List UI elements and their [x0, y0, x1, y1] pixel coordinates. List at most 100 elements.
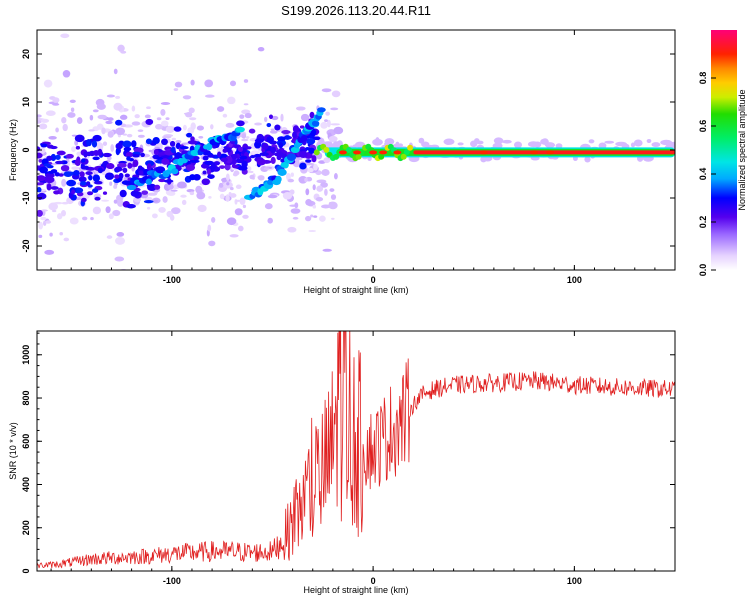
noise-speck — [248, 170, 254, 174]
ridge-branch-2 — [300, 134, 308, 142]
noise-speck — [71, 166, 80, 170]
noise-speck — [313, 163, 318, 171]
noise-speck — [229, 80, 237, 87]
noise-speck — [160, 102, 171, 105]
cloud-blob — [127, 162, 133, 169]
noise-speck — [113, 199, 118, 204]
spectrogram-y-tick-label: 0 — [21, 147, 31, 152]
cloud-blob — [118, 172, 124, 179]
noise-speck — [225, 122, 235, 128]
noise-speck — [210, 124, 214, 130]
colorbar-ticks: 0.0 0.2 0.4 0.6 0.8 — [698, 72, 716, 276]
cloud-blob — [115, 148, 120, 156]
cloud-blob — [158, 178, 166, 183]
noise-speck — [304, 177, 308, 182]
carrier-halo — [588, 139, 595, 144]
cloud-blob — [75, 145, 81, 150]
colorbar-gradient — [711, 30, 737, 270]
noise-speck — [325, 111, 330, 116]
cloud-blob — [80, 165, 90, 170]
noise-speck — [267, 217, 273, 224]
noise-speck — [234, 198, 238, 205]
noise-speck — [40, 118, 50, 123]
snr-y-tick-label: 800 — [21, 391, 31, 406]
noise-speck — [182, 124, 187, 131]
colorbar-tick-label: 0.4 — [698, 168, 708, 181]
noise-speck — [90, 217, 94, 221]
noise-speck — [160, 120, 169, 127]
noise-speck — [131, 105, 136, 112]
noise-speck — [196, 125, 204, 131]
cloud-blob — [219, 165, 226, 169]
snr-y-tick-label: 200 — [21, 520, 31, 535]
noise-speck — [269, 130, 278, 134]
noise-speck — [52, 97, 60, 103]
noise-speck — [322, 248, 332, 252]
spectrogram-x-tick-label: 100 — [567, 275, 582, 285]
cloud-blob — [201, 178, 210, 186]
colorbar-tick-label: 0.8 — [698, 72, 708, 85]
cloud-blob — [44, 176, 55, 184]
noise-speck — [290, 208, 301, 214]
noise-speck — [207, 224, 212, 232]
cloud-blob — [305, 159, 312, 163]
noise-speck — [294, 202, 299, 209]
cloud-blob — [115, 119, 123, 126]
snr-series-line — [37, 331, 675, 569]
noise-speck — [237, 225, 244, 232]
cloud-blob — [43, 163, 51, 167]
noise-speck — [305, 188, 310, 196]
noise-speck — [235, 184, 242, 190]
cloud-blob — [63, 171, 73, 177]
cloud-blob — [207, 174, 215, 179]
cloud-blob — [299, 151, 308, 158]
carrier-halo — [630, 142, 636, 148]
carrier-halo — [527, 141, 539, 148]
cloud-blob — [226, 146, 232, 153]
cloud-blob — [187, 140, 198, 145]
noise-speck — [242, 214, 249, 219]
noise-speck — [321, 169, 330, 176]
cloud-blob — [170, 146, 176, 154]
noise-speck — [106, 235, 113, 239]
carrier-halo — [457, 142, 464, 146]
noise-speck — [88, 129, 95, 132]
ridge-branch-2 — [311, 120, 320, 127]
cloud-blob — [249, 154, 256, 159]
colorbar-tick-label: 0.6 — [698, 120, 708, 133]
noise-speck — [113, 184, 118, 189]
cloud-blob — [237, 146, 244, 152]
ridge-branch-1 — [155, 166, 166, 174]
noise-speck — [110, 144, 115, 152]
cloud-blob — [207, 154, 216, 158]
noise-speck — [307, 167, 314, 173]
noise-speck — [208, 196, 212, 199]
noise-speck — [152, 199, 159, 203]
noise-speck — [113, 68, 118, 75]
cloud-blob — [37, 182, 45, 186]
carrier-halo — [474, 138, 480, 144]
cloud-blob — [85, 171, 93, 176]
carrier-hotspot — [379, 150, 388, 155]
noise-speck — [82, 216, 88, 221]
colorbar-tick-label: 0.2 — [698, 216, 708, 229]
cloud-blob — [79, 171, 85, 178]
cloud-blob — [284, 135, 291, 140]
noise-speck — [190, 122, 196, 131]
noise-speck — [243, 103, 249, 106]
noise-speck — [89, 114, 94, 121]
noise-speck — [173, 88, 179, 91]
noise-speck — [320, 121, 328, 129]
snr-x-tick-label: -100 — [163, 576, 181, 586]
cloud-blob — [122, 167, 128, 173]
noise-speck — [271, 115, 279, 121]
noise-speck — [319, 215, 326, 222]
spectrogram-y-tick-label: 10 — [21, 97, 31, 107]
carrier-halo — [604, 140, 615, 144]
noise-speck — [310, 214, 314, 218]
spectrogram-marks — [37, 33, 675, 270]
cloud-blob — [266, 136, 274, 144]
carrier-wiggle — [400, 153, 407, 160]
noise-speck — [120, 123, 127, 128]
